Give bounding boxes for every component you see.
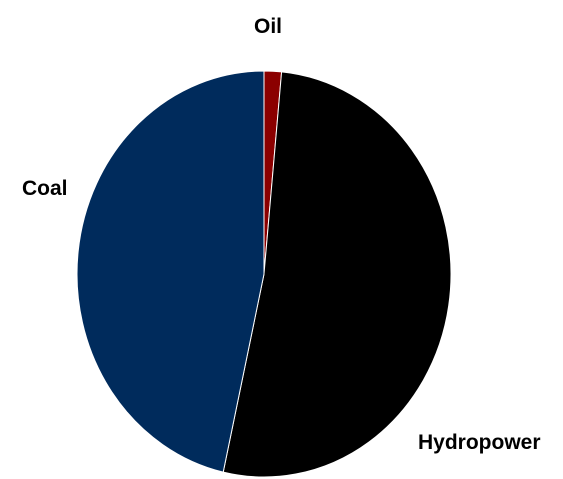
pie-slice-hydropower: [222, 71, 452, 478]
slice-label-oil: Oil: [254, 15, 282, 38]
slice-label-coal: Coal: [22, 177, 68, 200]
pie-slices: [76, 70, 452, 478]
pie-slice-coal: [76, 70, 265, 473]
slice-label-hydropower: Hydropower: [418, 431, 541, 454]
